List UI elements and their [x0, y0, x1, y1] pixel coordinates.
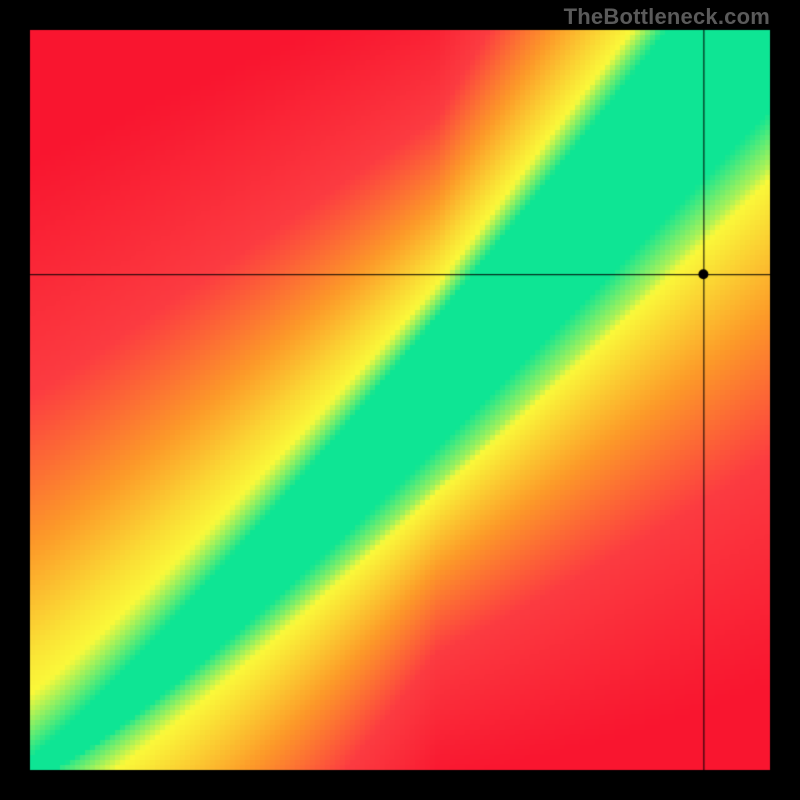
chart-container: TheBottleneck.com: [0, 0, 800, 800]
bottleneck-heatmap: [0, 0, 800, 800]
watermark-text: TheBottleneck.com: [564, 4, 770, 30]
